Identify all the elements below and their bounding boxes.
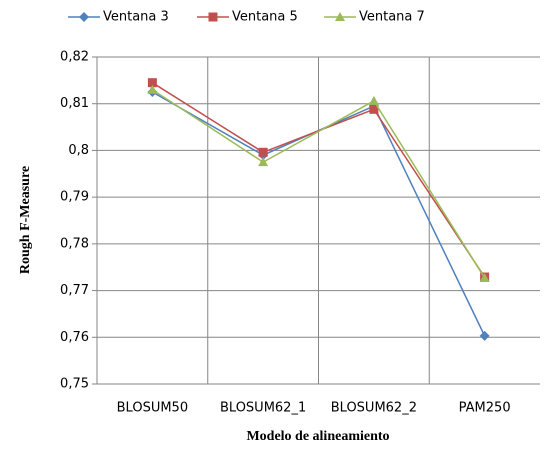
marker [147,78,157,88]
legend-label: Ventana 3 [103,10,169,25]
x-tick-label: PAM250 [459,401,511,416]
marker [369,104,379,114]
marker [368,95,379,105]
marker [258,147,268,157]
y-tick-label: 0,79 [60,190,89,205]
legend-marker [208,12,218,22]
y-tick-label: 0,77 [60,283,89,298]
legend-label: Ventana 5 [232,10,298,25]
y-tick-label: 0,82 [60,50,89,65]
y-tick-label: 0,78 [60,236,89,251]
y-tick-label: 0,76 [60,330,89,345]
legend-marker [335,12,345,21]
series-line [151,89,486,279]
y-tick-label: 0,8 [68,143,89,158]
marker [479,330,490,341]
marker [479,272,490,282]
y-axis-title: Rough F-Measure [18,166,33,274]
y-tick-label: 0,75 [60,377,89,392]
legend-label: Ventana 7 [359,10,425,25]
legend-marker [79,12,89,22]
x-tick-label: BLOSUM50 [117,401,188,416]
marker [258,157,269,167]
marker [147,84,158,94]
x-tick-label: BLOSUM62_1 [220,401,306,416]
y-tick-label: 0,81 [60,96,89,111]
x-tick-label: BLOSUM62_2 [331,401,417,416]
x-axis-title: Modelo de alineamiento [246,429,389,444]
